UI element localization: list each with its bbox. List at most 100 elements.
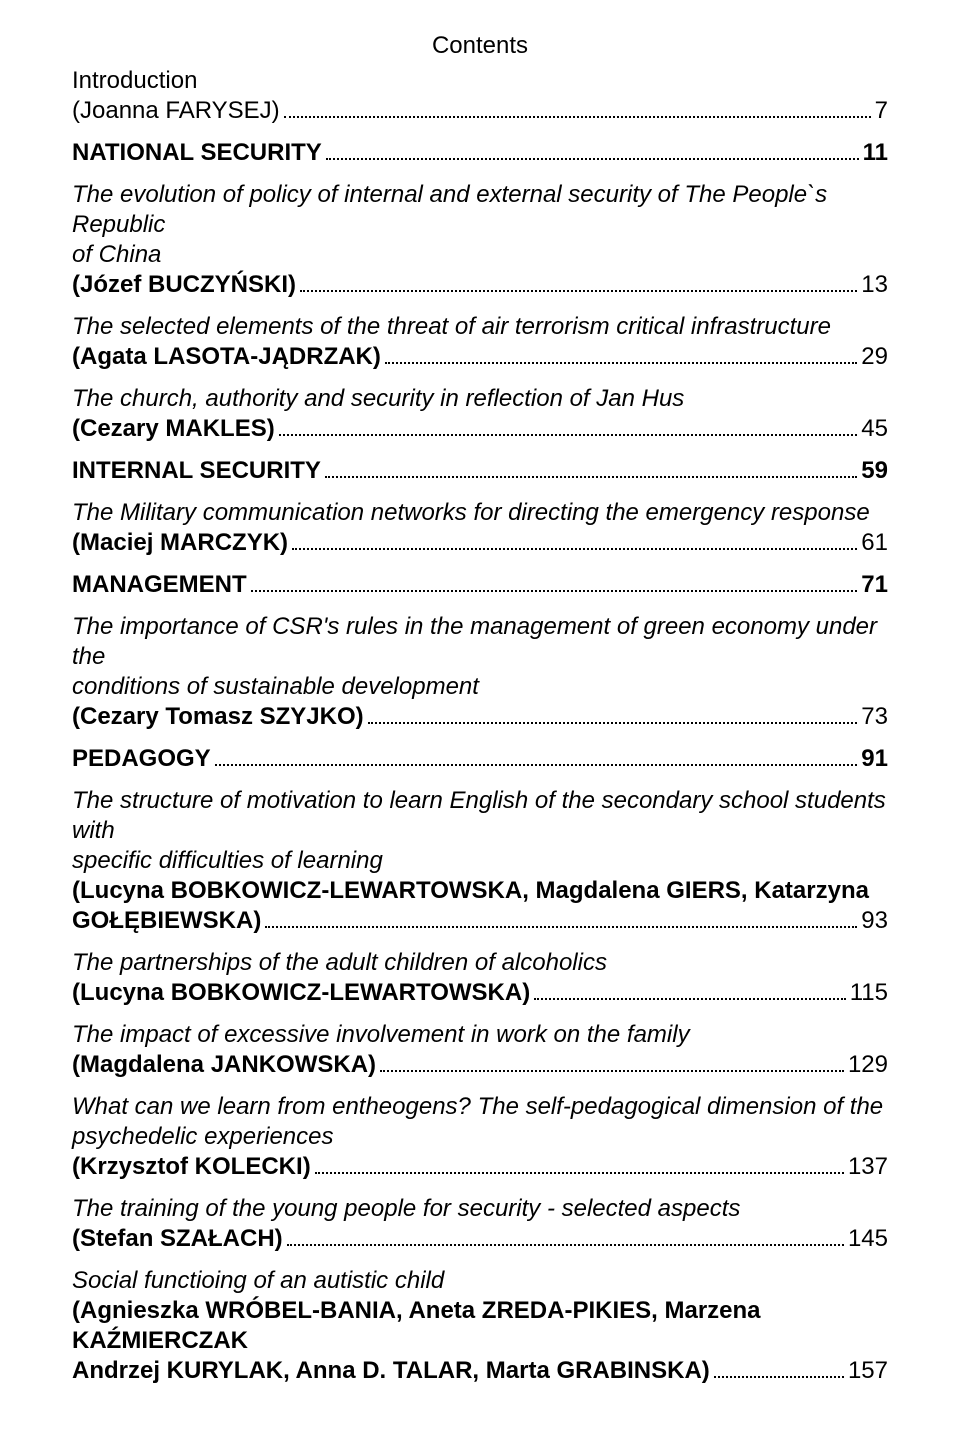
dot-leader [284, 116, 871, 118]
section-page-number: 11 [863, 138, 888, 168]
entry-author-line: (Krzysztof KOLECKI) 137 [72, 1152, 888, 1182]
entry-title-line: The church, authority and security in re… [72, 384, 888, 414]
dot-leader [368, 722, 858, 724]
entry-title-line: Introduction [72, 66, 888, 96]
toc-entry: The evolution of policy of internal and … [72, 180, 888, 300]
toc-section: PEDAGOGY 91 [72, 744, 888, 774]
entry-page-number: 45 [861, 414, 888, 444]
entry-title: Social functioing of an autistic child [72, 1266, 888, 1296]
entry-title: The Military communication networks for … [72, 498, 888, 528]
dot-leader [315, 1172, 844, 1174]
entry-author: (Lucyna BOBKOWICZ-LEWARTOWSKA) [72, 978, 530, 1008]
entry-title: Introduction [72, 66, 888, 96]
entry-page-number: 115 [850, 978, 888, 1008]
toc-list: Introduction(Joanna FARYSEJ) 7 NATIONAL SE… [72, 66, 888, 1386]
section-label: NATIONAL SECURITY [72, 138, 322, 168]
toc-entry: What can we learn from entheogens? The s… [72, 1092, 888, 1182]
entry-page-number: 13 [861, 270, 888, 300]
entry-title-line: of China [72, 240, 888, 270]
entry-author-line: (Lucyna BOBKOWICZ-LEWARTOWSKA) 115 [72, 978, 888, 1008]
dot-leader [714, 1376, 844, 1378]
entry-author: (Cezary MAKLES) [72, 414, 275, 444]
toc-entry: The impact of excessive involvement in w… [72, 1020, 888, 1080]
entry-title: The training of the young people for sec… [72, 1194, 888, 1224]
entry-author: GOŁĘBIEWSKA) [72, 906, 261, 936]
toc-entry: The selected elements of the threat of a… [72, 312, 888, 372]
entry-author: (Cezary Tomasz SZYJKO) [72, 702, 364, 732]
dot-leader [380, 1070, 844, 1072]
entry-page-number: 145 [848, 1224, 888, 1254]
entry-author-line: (Stefan SZAŁACH) 145 [72, 1224, 888, 1254]
dot-leader [287, 1244, 844, 1246]
section-page-number: 71 [861, 570, 888, 600]
entry-author: (Agata LASOTA-JĄDRZAK) [72, 342, 381, 372]
entry-author: (Józef BUCZYŃSKI) [72, 270, 296, 300]
entry-title: The impact of excessive involvement in w… [72, 1020, 888, 1050]
entry-title: The selected elements of the threat of a… [72, 312, 888, 342]
entry-author-line: (Cezary Tomasz SZYJKO) 73 [72, 702, 888, 732]
entry-title-line: The selected elements of the threat of a… [72, 312, 888, 342]
entry-title-line: The structure of motivation to learn Eng… [72, 786, 888, 846]
entry-title-line: The evolution of policy of internal and … [72, 180, 888, 240]
dot-leader [215, 764, 858, 766]
entry-page-number: 137 [848, 1152, 888, 1182]
entry-title-line: What can we learn from entheogens? The s… [72, 1092, 888, 1122]
dot-leader [279, 434, 858, 436]
entry-title-line: The training of the young people for sec… [72, 1194, 888, 1224]
entry-title-line: specific difficulties of learning [72, 846, 888, 876]
dot-leader [534, 998, 846, 1000]
entry-author-overflow: (Lucyna BOBKOWICZ-LEWARTOWSKA, Magdalena… [72, 876, 888, 906]
contents-page: Contents Introduction(Joanna FARYSEJ) 7 NA… [0, 0, 960, 1430]
toc-entry: Social functioing of an autistic child(A… [72, 1266, 888, 1386]
entry-author-line: GOŁĘBIEWSKA) 93 [72, 906, 888, 936]
contents-title: Contents [72, 32, 888, 60]
entry-author-line: (Maciej MARCZYK) 61 [72, 528, 888, 558]
entry-title: The evolution of policy of internal and … [72, 180, 888, 270]
entry-page-number: 157 [848, 1356, 888, 1386]
dot-leader [292, 548, 857, 550]
entry-page-number: 7 [875, 96, 888, 126]
entry-page-number: 129 [848, 1050, 888, 1080]
dot-leader [325, 476, 857, 478]
entry-author: (Krzysztof KOLECKI) [72, 1152, 311, 1182]
entry-author: Andrzej KURYLAK, Anna D. TALAR, Marta GR… [72, 1356, 710, 1386]
toc-section: NATIONAL SECURITY 11 [72, 138, 888, 168]
entry-title: What can we learn from entheogens? The s… [72, 1092, 888, 1152]
entry-title-line: The Military communication networks for … [72, 498, 888, 528]
entry-author: (Maciej MARCZYK) [72, 528, 288, 558]
dot-leader [326, 158, 859, 160]
toc-section: INTERNAL SECURITY59 [72, 456, 888, 486]
entry-author-line: (Cezary MAKLES) 45 [72, 414, 888, 444]
dot-leader [300, 290, 857, 292]
toc-entry: The structure of motivation to learn Eng… [72, 786, 888, 936]
entry-author: (Stefan SZAŁACH) [72, 1224, 283, 1254]
entry-page-number: 93 [861, 906, 888, 936]
dot-leader [385, 362, 857, 364]
section-page-number: 91 [861, 744, 888, 774]
entry-page-number: 61 [861, 528, 888, 558]
entry-title-line: Social functioing of an autistic child [72, 1266, 888, 1296]
entry-title-line: psychedelic experiences [72, 1122, 888, 1152]
entry-title: The structure of motivation to learn Eng… [72, 786, 888, 876]
toc-entry: The importance of CSR's rules in the man… [72, 612, 888, 732]
entry-title: The church, authority and security in re… [72, 384, 888, 414]
entry-author-line: (Magdalena JANKOWSKA)129 [72, 1050, 888, 1080]
entry-author: (Joanna FARYSEJ) [72, 96, 280, 126]
dot-leader [251, 590, 858, 592]
toc-entry: The church, authority and security in re… [72, 384, 888, 444]
entry-title: The partnerships of the adult children o… [72, 948, 888, 978]
toc-entry: Introduction(Joanna FARYSEJ) 7 [72, 66, 888, 126]
toc-entry: The Military communication networks for … [72, 498, 888, 558]
entry-title: The importance of CSR's rules in the man… [72, 612, 888, 702]
entry-title-line: conditions of sustainable development [72, 672, 888, 702]
entry-title-line: The importance of CSR's rules in the man… [72, 612, 888, 672]
entry-author-line: Andrzej KURYLAK, Anna D. TALAR, Marta GR… [72, 1356, 888, 1386]
entry-author-overflow: (Agnieszka WRÓBEL-BANIA, Aneta ZREDA-PIK… [72, 1296, 888, 1356]
toc-entry: The training of the young people for sec… [72, 1194, 888, 1254]
section-label: PEDAGOGY [72, 744, 211, 774]
entry-title-line: The impact of excessive involvement in w… [72, 1020, 888, 1050]
section-page-number: 59 [861, 456, 888, 486]
entry-page-number: 29 [861, 342, 888, 372]
toc-entry: The partnerships of the adult children o… [72, 948, 888, 1008]
entry-page-number: 73 [861, 702, 888, 732]
